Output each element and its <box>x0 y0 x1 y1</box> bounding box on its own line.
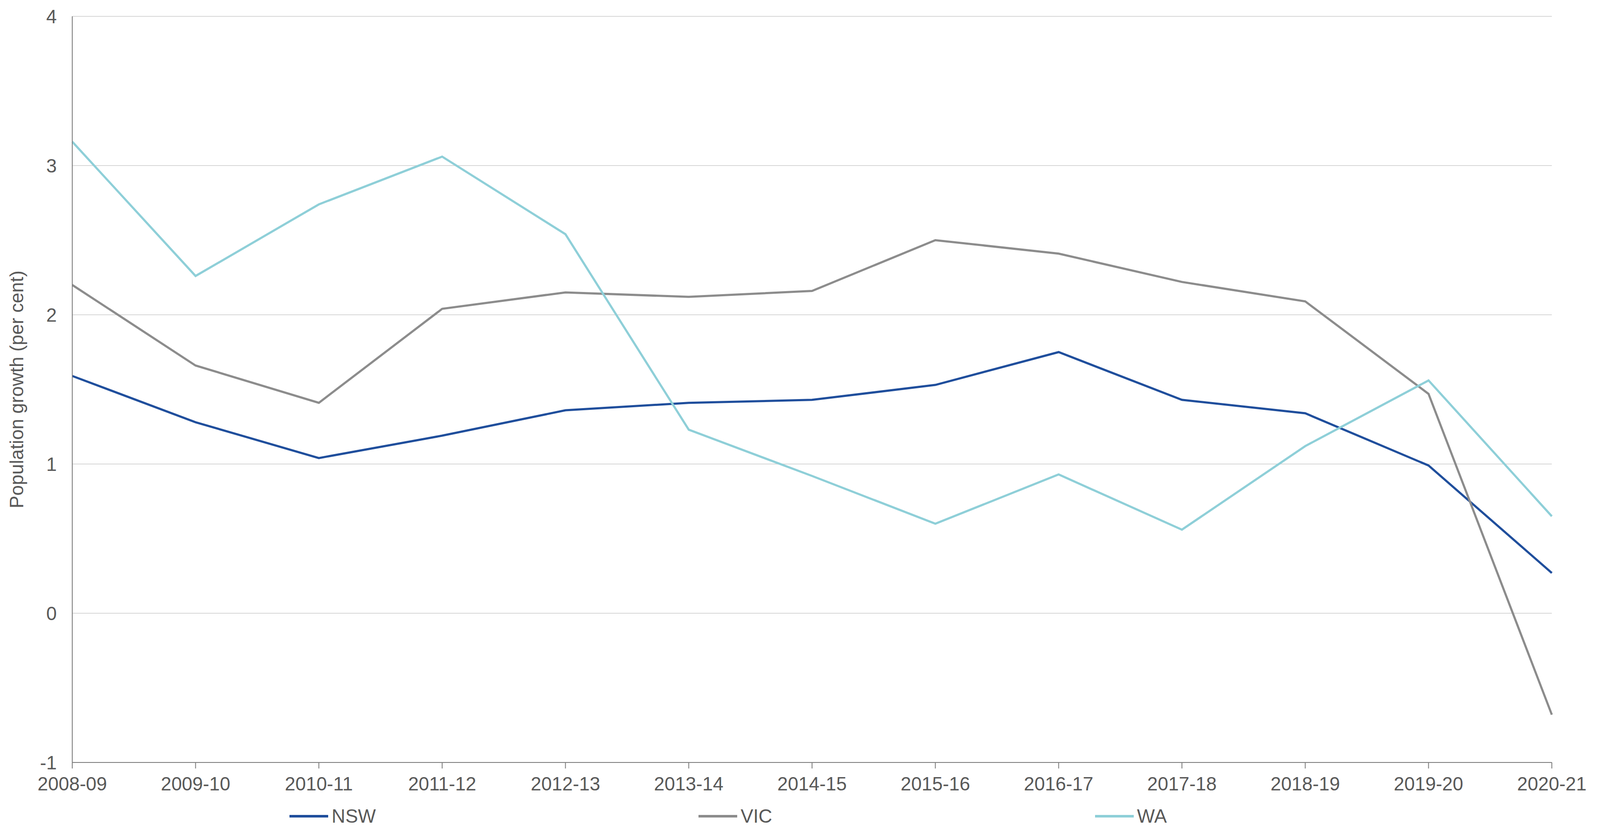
svg-text:1: 1 <box>46 453 57 475</box>
svg-text:2009-10: 2009-10 <box>160 773 231 795</box>
svg-text:2017-18: 2017-18 <box>1147 773 1217 795</box>
svg-text:-1: -1 <box>40 752 57 774</box>
svg-text:2016-17: 2016-17 <box>1024 773 1094 795</box>
svg-text:2015-16: 2015-16 <box>900 773 970 795</box>
svg-text:4: 4 <box>46 6 57 28</box>
svg-text:2020-21: 2020-21 <box>1516 773 1587 795</box>
svg-text:Population growth (per cent): Population growth (per cent) <box>6 270 28 509</box>
svg-text:2019-20: 2019-20 <box>1393 773 1464 795</box>
html-text:VIC: VIC <box>740 805 773 827</box>
html-text:NSW: NSW <box>331 805 376 827</box>
svg-text:2011-12: 2011-12 <box>408 773 477 795</box>
html-text:WA: WA <box>1137 805 1167 827</box>
svg-text:2013-14: 2013-14 <box>654 773 724 795</box>
svg-text:2: 2 <box>46 304 57 326</box>
svg-text:2012-13: 2012-13 <box>530 773 600 795</box>
svg-text:2010-11: 2010-11 <box>284 773 353 795</box>
svg-text:2018-19: 2018-19 <box>1270 773 1340 795</box>
svg-text:3: 3 <box>46 155 57 177</box>
svg-text:2014-15: 2014-15 <box>777 773 847 795</box>
svg-text:2008-09: 2008-09 <box>37 773 107 795</box>
svg-text:0: 0 <box>46 603 57 625</box>
